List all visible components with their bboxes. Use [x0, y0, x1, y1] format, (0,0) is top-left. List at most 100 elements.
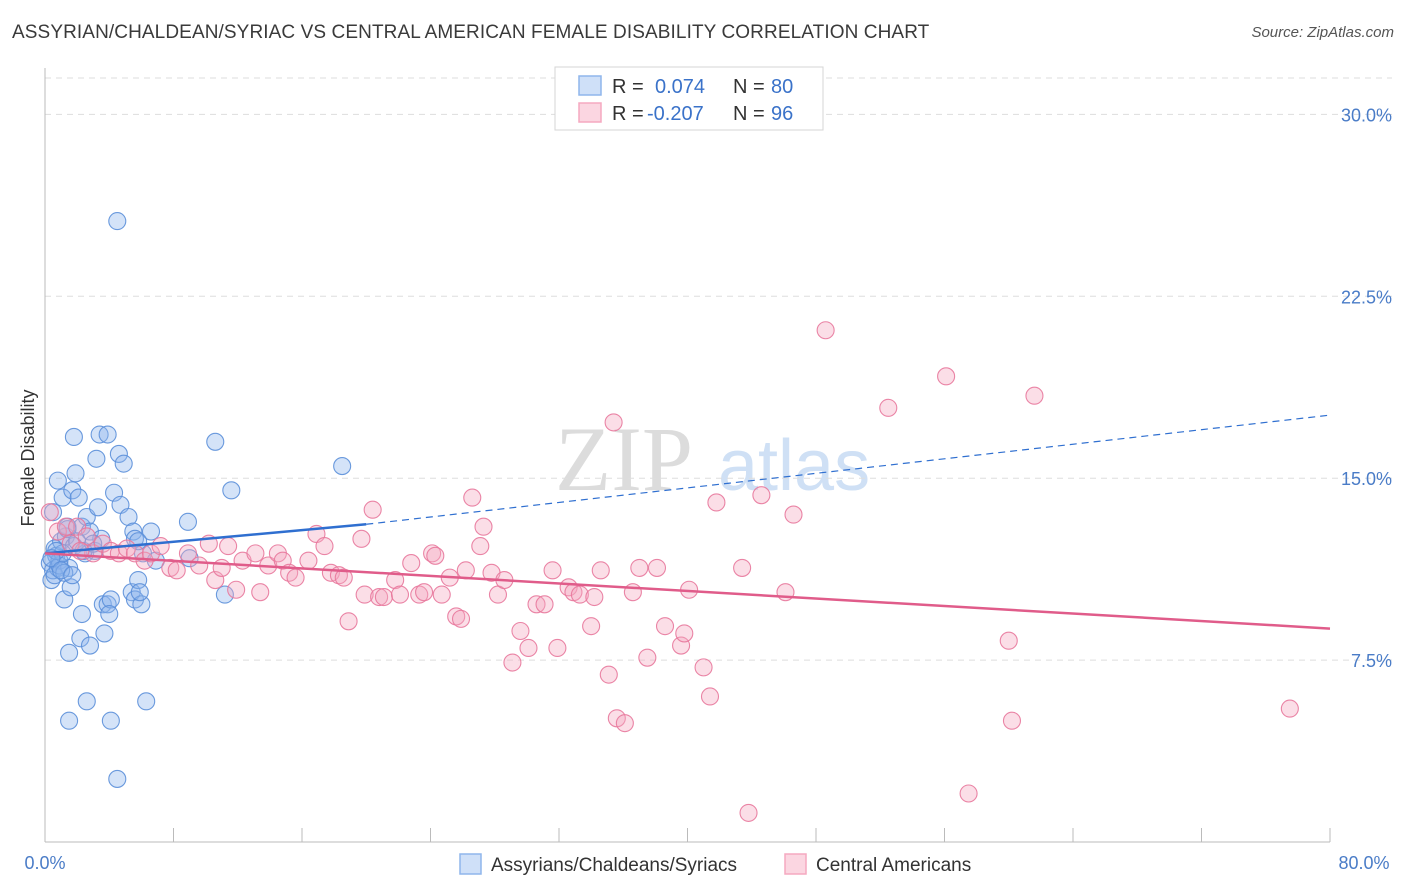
point-central-american	[390, 585, 410, 604]
point-assyrian	[130, 583, 149, 602]
trend-line-assyrian	[44, 523, 367, 555]
point-assyrian	[48, 471, 67, 490]
bottom-legend-label-blue: Assyrians/Chaldeans/Syriacs	[491, 855, 737, 876]
point-assyrian	[101, 590, 120, 609]
y-tick-label: 15.0%	[1341, 469, 1392, 489]
point-central-american	[352, 529, 371, 548]
point-central-american	[190, 556, 209, 575]
point-central-american	[68, 517, 87, 536]
point-central-american	[511, 621, 530, 641]
point-assyrian	[119, 507, 138, 527]
bottom-legend-swatch-blue	[459, 853, 482, 875]
point-central-american	[638, 648, 657, 667]
point-central-american	[655, 617, 675, 636]
x-tick-labels: 0.0% 80.0%	[24, 853, 1389, 873]
bottom-legend: Assyrians/Chaldeans/Syriacs Central Amer…	[459, 853, 971, 876]
point-central-american	[339, 612, 358, 631]
point-central-american	[604, 413, 623, 432]
trend-line-assyrian-extrapolated	[366, 414, 1331, 525]
point-assyrian	[53, 488, 72, 507]
point-assyrian	[87, 449, 106, 468]
gridlines	[45, 77, 1392, 661]
point-central-american	[816, 321, 835, 340]
point-central-american	[591, 561, 610, 580]
point-assyrian	[114, 454, 133, 473]
point-central-american	[1280, 699, 1299, 718]
point-central-american	[1025, 386, 1044, 405]
point-central-american	[959, 784, 978, 803]
point-central-american	[227, 580, 246, 599]
legend-r-label-1: R =	[612, 76, 644, 98]
point-central-american	[879, 398, 898, 417]
point-central-american	[415, 583, 434, 602]
point-central-american	[582, 617, 601, 636]
point-central-american	[543, 561, 562, 580]
point-central-american	[286, 568, 305, 587]
point-central-american	[432, 585, 451, 604]
point-central-american	[585, 587, 604, 607]
watermark-zip: ZIP	[555, 408, 693, 510]
point-central-american	[212, 558, 231, 577]
point-central-american	[151, 537, 170, 556]
point-assyrian	[178, 512, 198, 531]
point-central-american	[40, 503, 59, 522]
point-central-american	[471, 537, 490, 556]
point-central-american	[694, 658, 713, 677]
y-tick-labels: 7.5% 15.0% 22.5% 30.0%	[1341, 105, 1392, 671]
point-assyrian	[124, 522, 143, 541]
y-axis-label: Female Disability	[18, 389, 38, 526]
legend-r-value-2: -0.207	[647, 103, 704, 125]
point-assyrian	[71, 629, 90, 648]
point-central-american	[599, 665, 618, 684]
point-assyrian	[69, 488, 88, 507]
point-central-american	[707, 493, 726, 512]
point-assyrian	[333, 457, 352, 476]
watermark-atlas: atlas	[718, 426, 870, 506]
data-points	[40, 212, 1299, 822]
bottom-legend-swatch-pink	[784, 853, 807, 875]
point-central-american	[374, 587, 393, 607]
point-central-american	[519, 638, 538, 658]
trend-lines	[44, 414, 1331, 630]
point-assyrian	[215, 585, 234, 604]
point-central-american	[299, 551, 318, 570]
y-tick-label: 30.0%	[1341, 105, 1392, 125]
point-central-american	[474, 517, 493, 536]
point-assyrian	[206, 432, 225, 451]
x-tick-label-max: 80.0%	[1338, 853, 1389, 873]
point-assyrian	[108, 769, 127, 788]
legend-swatch-pink	[578, 102, 602, 123]
legend-n-label-2: N =	[733, 103, 765, 125]
point-central-american	[570, 585, 589, 604]
legend-r-value-1: 0.074	[655, 76, 705, 98]
top-legend: R = 0.074 N = 80 R = -0.207 N = 96	[554, 66, 824, 131]
legend-n-value-2: 96	[771, 103, 793, 125]
point-central-american	[630, 558, 649, 577]
point-central-american	[999, 631, 1018, 650]
trend-line-central-american	[44, 552, 1331, 630]
point-central-american	[503, 653, 522, 672]
point-central-american	[463, 488, 482, 507]
point-central-american	[386, 571, 405, 590]
point-assyrian	[52, 561, 71, 580]
point-central-american	[739, 803, 758, 822]
point-assyrian	[98, 425, 117, 444]
source-label: Source: ZipAtlas.com	[1251, 24, 1394, 41]
point-assyrian	[137, 692, 156, 711]
point-central-american	[733, 558, 752, 577]
point-assyrian	[108, 212, 127, 231]
point-assyrian	[60, 711, 79, 730]
point-assyrian	[109, 444, 128, 463]
point-assyrian	[101, 711, 120, 730]
point-central-american	[355, 585, 374, 604]
point-central-american	[451, 609, 471, 628]
chart-title: ASSYRIAN/CHALDEAN/SYRIAC VS CENTRAL AMER…	[12, 22, 930, 43]
point-assyrian	[60, 643, 79, 662]
point-central-american	[402, 554, 421, 573]
point-central-american	[370, 587, 389, 607]
point-central-american	[219, 537, 238, 556]
y-tick-label: 22.5%	[1341, 287, 1392, 307]
point-assyrian	[63, 481, 82, 500]
point-central-american	[456, 561, 475, 580]
